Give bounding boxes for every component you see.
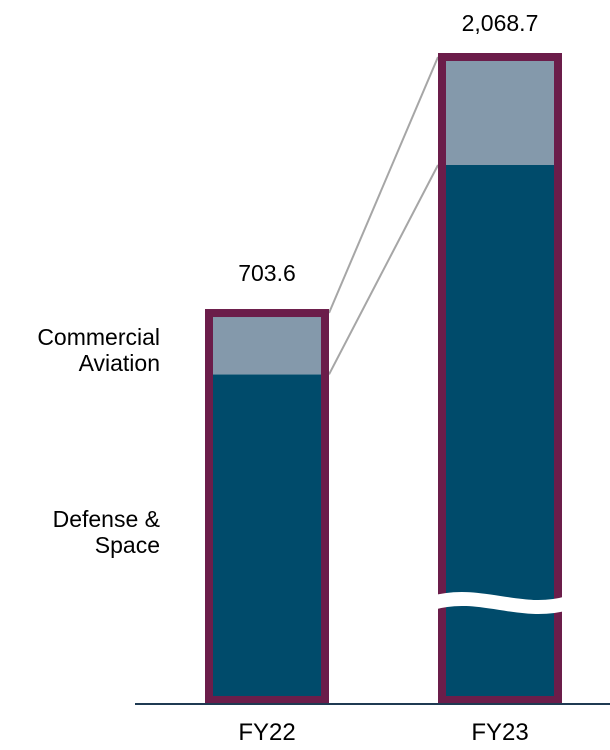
bars <box>205 53 570 704</box>
bar-fy23-outline <box>438 53 562 704</box>
connector-line-split <box>328 164 439 375</box>
bar-fy22-defense-space <box>209 374 325 700</box>
segment-label-defense-space-line2: Space <box>95 532 160 558</box>
connector-lines <box>328 56 439 375</box>
bar-fy23-defense-space <box>442 165 558 700</box>
x-tick-label-fy22: FY22 <box>238 719 295 746</box>
bar-fy22-commercial-aviation <box>209 313 325 375</box>
total-label-fy22: 703.6 <box>238 260 296 286</box>
segment-label-commercial-aviation-line2: Aviation <box>79 350 160 376</box>
axis-break-mark <box>430 591 570 615</box>
segment-label-defense-space-line1: Defense & <box>53 506 160 532</box>
x-tick-label-fy23: FY23 <box>471 719 528 746</box>
segment-label-commercial-aviation-line1: Commercial <box>37 324 160 350</box>
connector-line-top <box>328 56 439 314</box>
total-label-fy23: 2,068.7 <box>462 10 539 36</box>
bar-fy23-commercial-aviation <box>442 57 558 165</box>
bar-fy22-outline <box>205 309 329 704</box>
